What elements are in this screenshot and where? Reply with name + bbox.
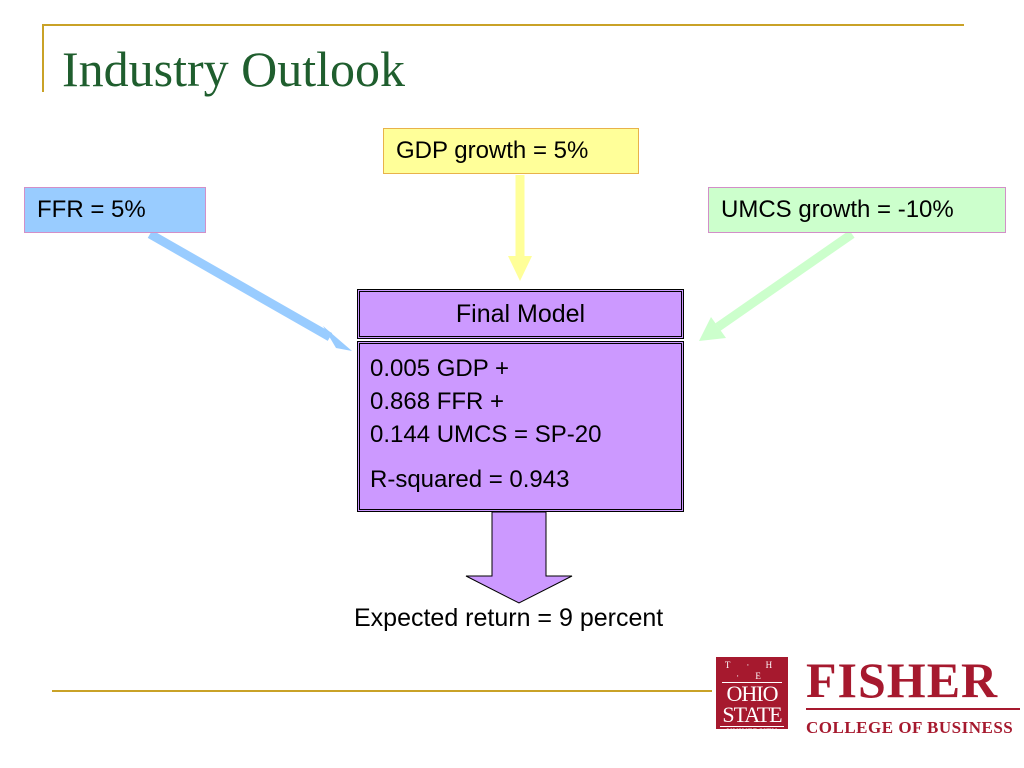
ffr-box: FFR = 5% [24, 187, 206, 233]
osu-logo-state: STATE [722, 702, 782, 727]
fisher-logo-name: FISHER [806, 652, 999, 708]
umcs-growth-box: UMCS growth = -10% [708, 187, 1006, 233]
top-accent-line [42, 24, 964, 26]
ffr-arrow [147, 230, 352, 351]
equation-line-umcs: 0.144 UMCS = SP-20 [370, 421, 602, 448]
fisher-logo-subtitle: COLLEGE OF BUSINESS [806, 718, 1014, 737]
r-squared-label: R-squared = 0.943 [370, 466, 570, 493]
osu-logo-ohio: OHIO [726, 681, 779, 706]
ohio-state-logo: T · H · E OHIO STATE UNIVERSITY [716, 657, 788, 736]
gdp-arrow [508, 175, 532, 281]
slide-title: Industry Outlook [62, 41, 406, 97]
final-model-header: Final Model [357, 289, 684, 339]
final-model-equation: 0.005 GDP + 0.868 FFR + 0.144 UMCS = SP-… [357, 341, 684, 512]
osu-logo-university: UNIVERSITY [720, 726, 784, 737]
fisher-logo-rule [806, 708, 1020, 710]
equation-line-ffr: 0.868 FFR + [370, 388, 505, 415]
umcs-arrow [699, 230, 855, 341]
gdp-growth-box: GDP growth = 5% [383, 128, 639, 174]
side-accent-line [42, 24, 44, 92]
fisher-logo: FISHER COLLEGE OF BUSINESS [806, 654, 1020, 738]
bottom-accent-line [52, 690, 712, 692]
output-arrow [465, 511, 573, 604]
osu-logo-the: T · H · E [722, 660, 782, 683]
equation-line-gdp: 0.005 GDP + [370, 355, 509, 382]
expected-return-label: Expected return = 9 percent [354, 604, 664, 632]
